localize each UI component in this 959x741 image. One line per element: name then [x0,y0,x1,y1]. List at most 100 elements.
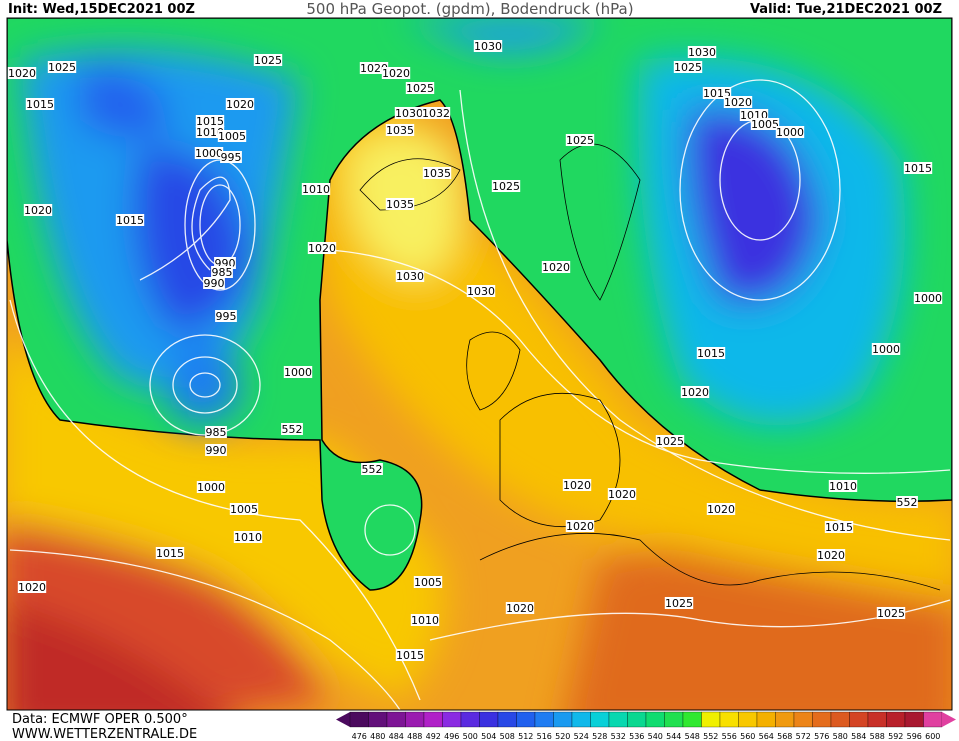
isobar-label: 1020 [707,503,735,516]
isobar-label: 1000 [197,481,225,494]
isobar-label-box [565,520,595,532]
isobar-label-box [196,481,226,493]
isobar-label-box [281,423,303,435]
scale-label: 564 [759,732,774,741]
color-scale: 476 480 484 488 492 496 500 504 508 512 516 520 524 5… [336,711,956,741]
isobar-label-box [155,547,185,559]
isobar-label: 1025 [656,435,684,448]
isobar-label: 1010 [234,531,262,544]
isobar-label-box [491,180,521,192]
isobar-label-box [307,242,337,254]
isobar-label: 985 [212,266,233,279]
scale-label: 536 [629,732,644,741]
scale-label: 576 [814,732,829,741]
isobar-label: 552 [362,463,383,476]
scale-label: 580 [833,732,848,741]
isobar-label-box [723,96,753,108]
map-title: 500 hPa Geopot. (gpdm), Bodendruck (hPa) [306,0,633,18]
scale-label: 504 [481,732,496,741]
isobar-label: 1020 [566,520,594,533]
scale-swatch [812,711,832,728]
isobar-label-box [283,366,313,378]
isobar-label: 1025 [665,597,693,610]
isobar-label-box [220,151,242,163]
isobar-label: 1015 [825,521,853,534]
isobar-label-box [422,167,452,179]
isobar-label: 1000 [284,366,312,379]
isobar-label-box [655,435,685,447]
valid-label: Valid: Tue,21DEC2021 00Z [750,2,942,17]
scale-label: 476 [352,732,367,741]
scale-swatch [849,711,869,728]
isobar-label-box [203,277,225,289]
scale-swatch [516,711,536,728]
scale-swatch [553,711,573,728]
scale-arrow-left [336,712,350,727]
isobar-label: 1015 [196,115,224,128]
scale-label: 500 [463,732,478,741]
scale-swatch [479,711,499,728]
isobar-label: 990 [204,277,225,290]
map-field [7,18,952,710]
isobar-label: 1000 [195,147,223,160]
isobar-label-box [903,162,933,174]
isobar-label-box [211,266,233,278]
isobar-label-box [359,62,389,74]
scale-swatch [830,711,850,728]
isobar-label-box [385,198,415,210]
isobar-label: 1015 [396,649,424,662]
isobar-label: 1025 [48,61,76,74]
isobar-label-box [824,521,854,533]
scale-label: 552 [703,732,718,741]
isobar-label: 1020 [542,261,570,274]
isobar-label-box [687,46,717,58]
scale-label: 568 [777,732,792,741]
isobar-label: 1015 [26,98,54,111]
isobar-label: 1020 [563,479,591,492]
isobar-label: 1010 [196,126,224,139]
scale-label: 492 [426,732,441,741]
isobar-label-box [876,607,906,619]
isobar-label-box [23,204,53,216]
isobar-label-box [696,347,726,359]
isobar-label: 1032 [422,107,450,120]
isobar-label-box [25,98,55,110]
isobar-label: 1035 [386,124,414,137]
isobar-label: 1020 [360,62,388,75]
scale-label: 480 [370,732,385,741]
isobar-label-box [896,496,918,508]
isobar-label: 985 [206,426,227,439]
scale-swatch [368,711,388,728]
scale-label: 548 [685,732,700,741]
isobar-label-box [395,649,425,661]
isobar-label-box [913,292,943,304]
isobar-label: 1015 [697,347,725,360]
scale-swatch [405,711,425,728]
isobar-label-box [413,576,443,588]
scale-swatch [738,711,758,728]
isobar-label: 1030 [396,270,424,283]
isobar-label: 1020 [308,242,336,255]
isobar-label-box [194,147,224,159]
isobar-label-box [410,614,440,626]
scale-swatch [682,711,702,728]
isobar-label: 1000 [872,343,900,356]
scale-swatch [756,711,776,728]
isobar-label-box [816,549,846,561]
isobar-label: 1020 [24,204,52,217]
site-url: WWW.WETTERZENTRALE.DE [12,727,197,741]
isobar-label: 1030 [467,285,495,298]
isobar-label-box [7,67,37,79]
scale-label: 528 [592,732,607,741]
isobar-label-box [541,261,571,273]
scale-label: 572 [796,732,811,741]
isobar-label: 1025 [877,607,905,620]
scale-label: 544 [666,732,681,741]
isobar-label: 1010 [411,614,439,627]
isobar-label: 1035 [423,167,451,180]
isobar-label-box [233,531,263,543]
map-frame [6,17,953,711]
isobar-label: 1020 [18,581,46,594]
isobar-label: 552 [897,496,918,509]
